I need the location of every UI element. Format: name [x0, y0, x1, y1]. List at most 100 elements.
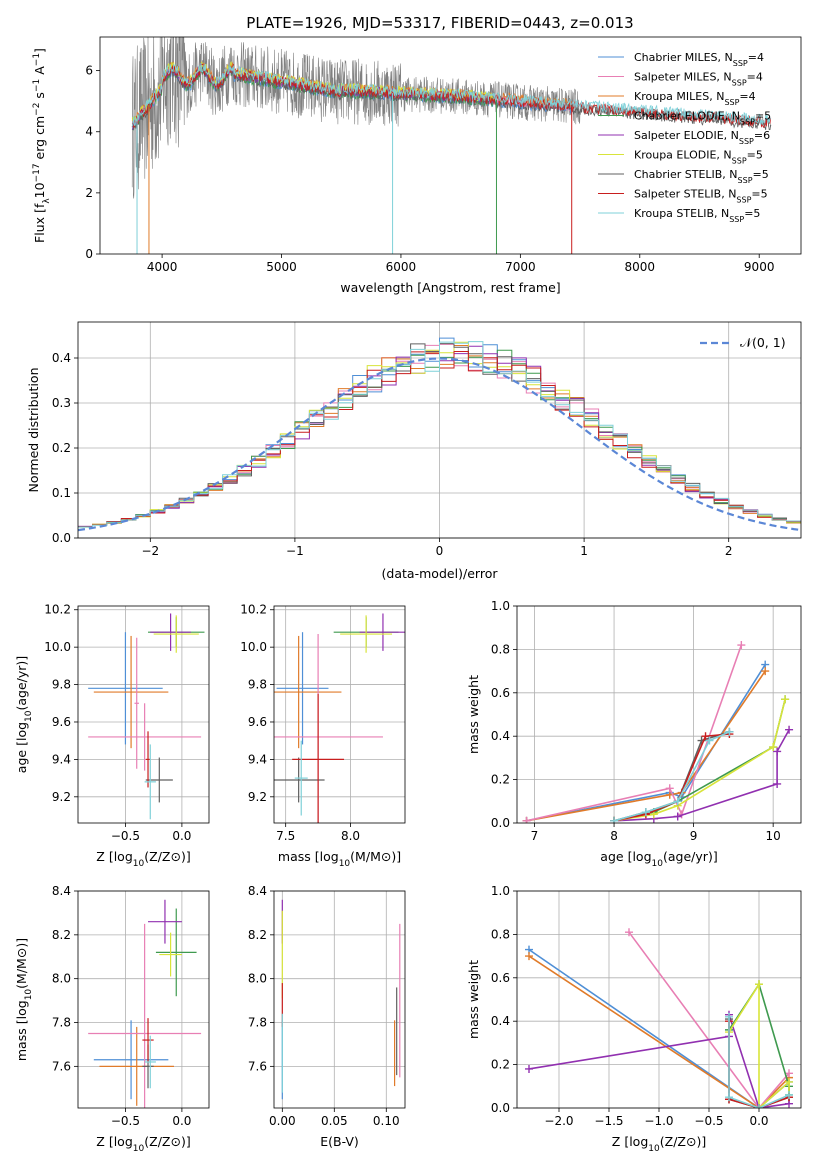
spectrum-model-chabrier_stelib [131, 65, 772, 131]
mass_vs_Z-ytick-label: 8.4 [52, 884, 71, 898]
weight_vs_age-marker [761, 667, 770, 676]
weight_vs_age-ytick-label: 0.0 [491, 816, 510, 830]
weight_vs_Z-xtick-label: −2.0 [544, 1114, 573, 1128]
weight_vs_Z-xtick-label: −0.5 [694, 1114, 723, 1128]
weight_vs_Z-marks [525, 928, 793, 1108]
residuals-ytick-label: 0.0 [52, 531, 71, 545]
weight_vs_Z-ylabel: mass weight [466, 960, 481, 1039]
weight_vs_Z-ytick-label: 0.4 [491, 1014, 510, 1028]
mass_vs_Z-ytick-label: 7.8 [52, 1016, 71, 1030]
weight_vs_age-marker [673, 812, 682, 821]
weight_vs_Z-marker [755, 1104, 763, 1108]
weight_vs_Z-marker [785, 1090, 793, 1099]
figure-title: PLATE=1926, MJD=53317, FIBERID=0443, z=0… [246, 14, 633, 32]
spectrum-ytick-label: 2 [85, 186, 93, 200]
weight_vs_age-ytick-label: 1.0 [491, 599, 510, 613]
mass_vs_Z-xtick-label: 0.0 [172, 1114, 191, 1128]
mass_vs_Z-frame [77, 890, 210, 1109]
weight_vs_age-series-salpeter_miles [526, 644, 743, 822]
residuals-xtick-label: −2 [141, 544, 159, 558]
spectrum-ytick-label: 6 [85, 64, 93, 78]
spectrum-ytick-label: 0 [85, 247, 93, 261]
weight_vs_Z-series-salpeter_miles [628, 931, 790, 1108]
weight_vs_Z-marker [755, 980, 763, 989]
mass_vs_ebv-ytick-label: 7.8 [248, 1016, 267, 1030]
age_vs_mass-xtick-label: 8.0 [341, 829, 360, 843]
weight_vs_Z-marker [785, 1077, 793, 1086]
weight_vs_age-ytick-label: 0.4 [491, 729, 510, 743]
normal-curve [78, 357, 801, 532]
mass_vs_Z-ytick-label: 8.0 [52, 972, 71, 986]
mass_vs_ebv-xtick-label: 0.00 [269, 1114, 296, 1128]
age_vs_mass-xlabel: mass [log10(M/M⊙)] [278, 849, 401, 869]
weight_vs_age-marker [781, 695, 790, 704]
weight_vs_Z-marker [725, 1093, 733, 1102]
weight_vs_age-marker [785, 725, 794, 734]
age_vs_mass-xtick-label: 7.5 [276, 829, 295, 843]
legend-entry: Kroupa ELODIE, NSSP=5 [634, 149, 763, 166]
weight_vs_age-marker [773, 747, 782, 756]
age_vs_Z-ytick-label: 9.4 [52, 752, 71, 766]
weight_vs_age-series-kroupa_miles [526, 670, 766, 822]
residuals-xtick-label: 1 [580, 544, 588, 558]
age_vs_Z-xtick-label: 0.0 [172, 829, 191, 843]
residuals-ytick-label: 0.1 [52, 486, 71, 500]
mass_vs_Z-ytick-label: 8.2 [52, 928, 71, 942]
weight_vs_age-frame [516, 605, 802, 824]
age_vs_Z-ytick-label: 9.8 [52, 678, 71, 692]
mass_vs_ebv-xtick-label: 0.05 [321, 1114, 348, 1128]
weight_vs_age-marker [522, 816, 531, 823]
spectrum-ytick-label: 4 [85, 125, 93, 139]
weight_vs_Z-ytick-label: 0.2 [491, 1058, 510, 1072]
weight_vs_age-marks [522, 641, 794, 823]
weight_vs_Z-marker [525, 1064, 533, 1073]
residuals-axes: −2 −1 0 1 2 0.0 0.1 0.2 0.3 0.4 𝒩(0, 1) (data-model… [26, 321, 802, 581]
spectrum-model-kroupa_stelib [131, 62, 772, 127]
spectrum-xtick-label: 4000 [147, 260, 178, 274]
mass_vs_ebv-xtick-label: 0.10 [373, 1114, 400, 1128]
spectrum-axes: 4000 5000 6000 7000 8000 9000 0 2 4 6 wavelength [… [32, 36, 802, 295]
weight_vs_age-marker [725, 727, 734, 736]
age_vs_Z-ytick-label: 9.6 [52, 715, 71, 729]
weight_vs_age-series-chabrier_miles [526, 664, 766, 822]
weight_vs_Z-xlabel: Z [log10(Z/Z⊙)] [612, 1134, 707, 1154]
weight_vs_Z-xtick-label: −1.0 [644, 1114, 673, 1128]
weight_vs_age-xtick-label: 7 [531, 829, 539, 843]
legend-entry: Salpeter ELODIE, NSSP=6 [634, 129, 770, 146]
age_vs_Z-ytick-label: 10.0 [44, 640, 71, 654]
age_vs_Z-xlabel: Z [log10(Z/Z⊙)] [96, 849, 191, 869]
mass_vs_ebv-ytick-label: 8.2 [248, 928, 267, 942]
weight_vs_age-marker [737, 641, 746, 650]
weight_vs_Z-xtick-label: 0.0 [749, 1114, 768, 1128]
residual-hist-kroupa_stelib [78, 341, 801, 528]
age_vs_mass-ytick-label: 9.6 [248, 715, 267, 729]
mass_vs_Z-ytick-label: 7.6 [52, 1059, 71, 1073]
spectrum-xtick-label: 8000 [625, 260, 656, 274]
age_vs_Z-marks [88, 613, 205, 820]
age_vs_mass-ytick-label: 9.2 [248, 790, 267, 804]
age_vs_mass-ytick-label: 10.0 [240, 640, 267, 654]
weight_vs_Z-series-kroupa_stelib [728, 1016, 790, 1108]
spectrum-marks [131, 37, 772, 254]
weight_vs_Z-series-kroupa_elodie [728, 981, 790, 1108]
age_vs_Z-xtick-label: −0.5 [111, 829, 140, 843]
age_vs_mass-frame [273, 605, 406, 824]
legend-entry: Chabrier STELIB, NSSP=5 [634, 168, 769, 185]
weight_vs_Z-ytick-label: 0.8 [491, 927, 510, 941]
weight_vs_Z-ytick-label: 0.6 [491, 971, 510, 985]
age_vs_mass-marks [274, 613, 405, 823]
weight_vs_age-marker [769, 743, 778, 752]
legend-entry: Salpeter STELIB, NSSP=5 [634, 188, 768, 205]
spectrum-xlabel: wavelength [Angstrom, rest frame] [340, 280, 560, 295]
age_vs_Z-ytick-label: 10.2 [44, 603, 71, 617]
weight_vs_age-series-salpeter_elodie [614, 729, 790, 822]
legend-entry: Chabrier ELODIE, NSSP=5 [634, 110, 771, 127]
age_vs_mass-ytick-label: 9.8 [248, 678, 267, 692]
weight_vs_Z-series-kroupa_miles [528, 955, 790, 1108]
spectrum-xtick-label: 5000 [266, 260, 297, 274]
normal-legend-label: 𝒩(0, 1) [740, 335, 786, 350]
weight_vs_age-marker [673, 797, 682, 806]
mass_vs_Z-xtick-label: −0.5 [111, 1114, 140, 1128]
residuals-xtick-label: 0 [436, 544, 444, 558]
spectrum-xtick-label: 7000 [505, 260, 536, 274]
